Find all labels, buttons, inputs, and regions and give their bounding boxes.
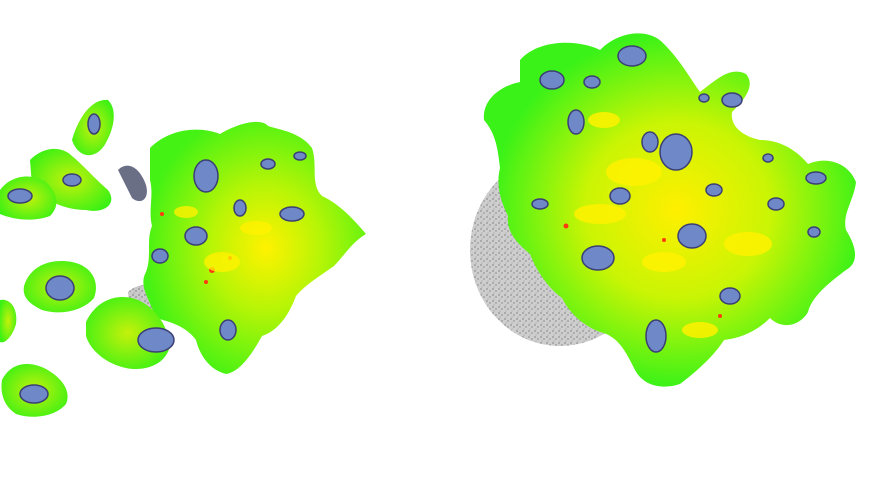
right-plant [470,33,856,387]
left-lower-leaf-3 [0,299,17,343]
left-yellow-patches [174,206,272,272]
left-stem-patch [118,165,147,202]
left-plant [0,99,366,417]
right-low-value-spots [531,45,827,353]
left-low-value-spots [7,113,307,404]
right-high-value-spots [563,223,722,318]
left-main-canopy [143,121,366,375]
right-yellow-patches [574,112,772,338]
